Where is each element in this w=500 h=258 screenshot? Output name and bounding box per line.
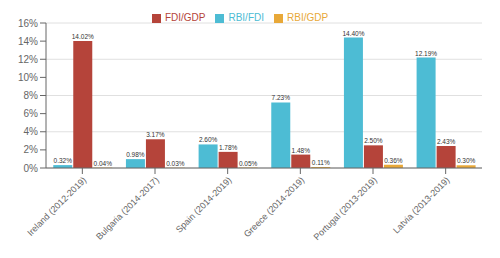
svg-text:1.48%: 1.48% xyxy=(292,147,311,154)
svg-text:2.50%: 2.50% xyxy=(364,137,383,144)
svg-text:12.19%: 12.19% xyxy=(415,50,437,57)
svg-text:14.40%: 14.40% xyxy=(342,30,364,37)
html-text:FDI/GDP: FDI/GDP xyxy=(164,12,206,23)
svg-text:7.23%: 7.23% xyxy=(272,94,291,101)
svg-text:0%: 0% xyxy=(24,163,39,174)
svg-text:0.04%: 0.04% xyxy=(94,160,113,167)
svg-text:14.02%: 14.02% xyxy=(72,33,94,40)
svg-text:0.03%: 0.03% xyxy=(166,160,185,167)
svg-text:Spain (2014-2019): Spain (2014-2019) xyxy=(174,175,234,235)
svg-text:2.43%: 2.43% xyxy=(437,138,456,145)
svg-text:10%: 10% xyxy=(18,72,38,83)
svg-text:16%: 16% xyxy=(18,18,38,29)
svg-text:Latvia (2013-2019): Latvia (2013-2019) xyxy=(391,175,452,236)
svg-text:0.32%: 0.32% xyxy=(54,157,73,164)
svg-text:2%: 2% xyxy=(24,144,39,155)
svg-text:1.78%: 1.78% xyxy=(219,144,238,151)
html-text:RBI/FDI: RBI/FDI xyxy=(228,12,264,23)
svg-text:6%: 6% xyxy=(24,108,39,119)
svg-text:14%: 14% xyxy=(18,36,38,47)
svg-text:Portugal (2013-2019): Portugal (2013-2019) xyxy=(312,175,379,242)
html-text:RBI/GDP: RBI/GDP xyxy=(287,12,329,23)
svg-text:Greece (2014-2019): Greece (2014-2019) xyxy=(242,175,306,239)
svg-text:0.98%: 0.98% xyxy=(126,151,145,158)
svg-text:Ireland (2012-2019): Ireland (2012-2019) xyxy=(25,175,88,238)
svg-text:Bulgaria (2014-2017): Bulgaria (2014-2017) xyxy=(94,175,161,242)
svg-text:2.60%: 2.60% xyxy=(199,136,218,143)
svg-text:12%: 12% xyxy=(18,54,38,65)
svg-text:0.30%: 0.30% xyxy=(457,157,476,164)
svg-text:0.05%: 0.05% xyxy=(239,160,258,167)
svg-text:0.11%: 0.11% xyxy=(312,159,330,166)
svg-text:3.17%: 3.17% xyxy=(146,131,165,138)
svg-text:8%: 8% xyxy=(24,90,39,101)
svg-text:4%: 4% xyxy=(24,126,39,137)
svg-text:0.36%: 0.36% xyxy=(384,157,403,164)
